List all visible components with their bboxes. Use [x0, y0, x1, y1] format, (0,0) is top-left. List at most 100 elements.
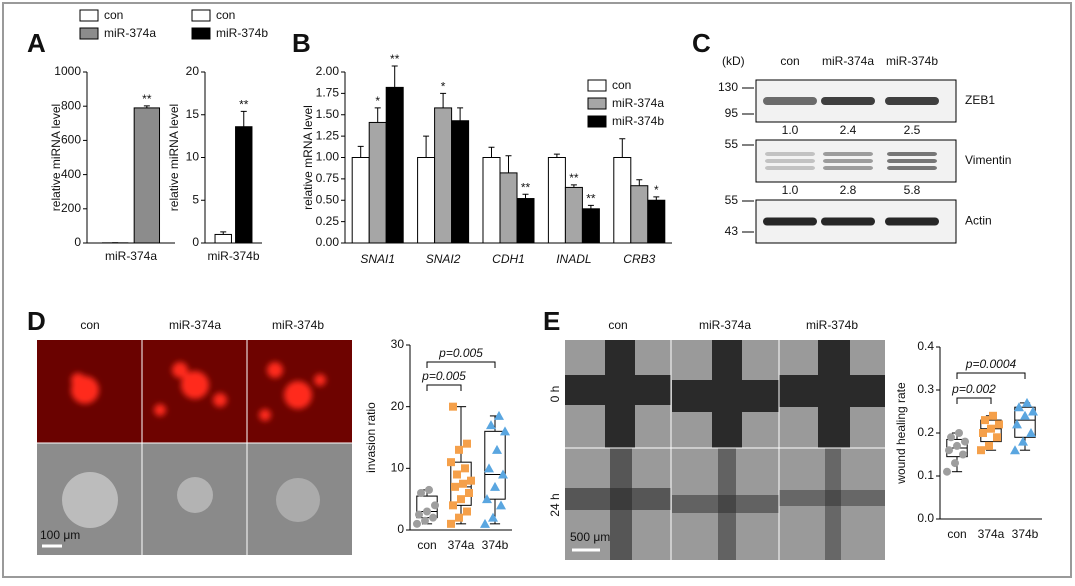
- marker-label: 55: [725, 137, 739, 151]
- annotation: p=0.0004: [965, 357, 1017, 371]
- y-tick-label: 0.50: [316, 192, 340, 206]
- point: [947, 433, 955, 441]
- x-tick-label: SNAI2: [426, 252, 461, 266]
- point: [455, 514, 463, 522]
- y-tick-label: 0.3: [917, 382, 934, 396]
- point: [461, 464, 469, 472]
- point: [429, 514, 437, 522]
- y-axis-label: invasion ratio: [364, 402, 378, 473]
- marker-label: 95: [725, 106, 739, 120]
- y-tick-label: 1000: [54, 64, 81, 78]
- y-tick-label: 30: [391, 337, 405, 351]
- blot-row-label: ZEB1: [965, 93, 995, 107]
- x-tick-label: CDH1: [492, 252, 525, 266]
- point: [987, 425, 995, 433]
- x-tick-label: con: [947, 527, 966, 541]
- bar: [565, 187, 582, 243]
- point: [449, 501, 457, 509]
- row-label: 0 h: [548, 386, 562, 403]
- scale-bar-label: 500 μm: [570, 530, 610, 544]
- y-tick-label: 2.00: [316, 64, 340, 78]
- column-label: miR-374b: [806, 318, 858, 332]
- column-label: miR-374a: [699, 318, 751, 332]
- point: [993, 433, 1001, 441]
- quant: 2.5: [904, 123, 921, 137]
- legend-label: con: [216, 8, 235, 22]
- bar: [134, 108, 159, 243]
- point: [467, 477, 475, 485]
- band: [823, 152, 873, 156]
- annotation: p=0.002: [951, 382, 996, 396]
- legend-swatch: [588, 116, 606, 127]
- legend-swatch: [192, 28, 210, 39]
- point: [955, 429, 963, 437]
- bar: [500, 173, 517, 243]
- point: [413, 520, 421, 528]
- y-tick-label: 0.00: [316, 235, 340, 249]
- band: [821, 97, 875, 105]
- bar: [548, 158, 565, 244]
- x-tick-label: 374b: [1012, 527, 1039, 541]
- quant: 2.4: [840, 123, 857, 137]
- band: [765, 152, 815, 156]
- column-label: miR-374b: [272, 318, 324, 332]
- y-tick-label: 0.1: [917, 468, 934, 482]
- y-tick-label: 5: [192, 192, 199, 206]
- x-tick-label: 374b: [482, 538, 509, 552]
- y-tick-label: 0: [74, 235, 81, 249]
- legend-label: con: [612, 78, 631, 92]
- point: [465, 489, 473, 497]
- significance: *: [654, 183, 659, 197]
- bar: [517, 199, 534, 243]
- lane-label: miR-374a: [822, 54, 874, 68]
- wound-images: [565, 340, 885, 560]
- y-tick-label: 0.0: [917, 511, 934, 525]
- annotation: p=0.005: [421, 369, 466, 383]
- column-label: con: [608, 318, 627, 332]
- x-tick-label: 374a: [978, 527, 1005, 541]
- band: [821, 218, 875, 226]
- point: [447, 458, 455, 466]
- significance: **: [569, 171, 579, 185]
- bar: [648, 200, 665, 243]
- y-tick-label: 10: [391, 461, 405, 475]
- legend-label: miR-374b: [612, 114, 664, 128]
- point: [977, 446, 985, 454]
- band: [765, 166, 815, 170]
- y-tick-label: 20: [391, 399, 405, 413]
- x-tick-label: CRB3: [623, 252, 655, 266]
- legend-swatch: [80, 28, 98, 39]
- y-tick-label: 600: [61, 133, 81, 147]
- panel-label: C: [692, 28, 711, 58]
- y-tick-label: 0.75: [316, 171, 340, 185]
- point: [989, 412, 997, 420]
- y-axis-label: relative miRNA level: [167, 104, 181, 211]
- band: [887, 166, 937, 170]
- point: [415, 511, 423, 519]
- point: [447, 520, 455, 528]
- scale-bar-label: 100 μm: [40, 528, 80, 542]
- band: [887, 152, 937, 156]
- legend-swatch: [588, 98, 606, 109]
- bar: [582, 209, 599, 243]
- point: [457, 495, 465, 503]
- y-axis-label: wound healing rate: [894, 382, 908, 485]
- column-label: miR-374a: [169, 318, 221, 332]
- point: [449, 403, 457, 411]
- point: [951, 459, 959, 467]
- annotation: p=0.005: [438, 346, 483, 360]
- band: [823, 159, 873, 163]
- legend-label: con: [104, 8, 123, 22]
- significance: *: [441, 80, 446, 94]
- blot-unit: (kD): [722, 54, 745, 68]
- significance: **: [390, 52, 400, 66]
- bar: [352, 158, 369, 244]
- bar: [435, 108, 452, 243]
- point: [459, 480, 467, 488]
- legend-label: miR-374b: [216, 26, 268, 40]
- significance: **: [586, 192, 596, 206]
- y-tick-label: 200: [61, 201, 81, 215]
- panel-label: A: [27, 28, 46, 58]
- point: [979, 429, 987, 437]
